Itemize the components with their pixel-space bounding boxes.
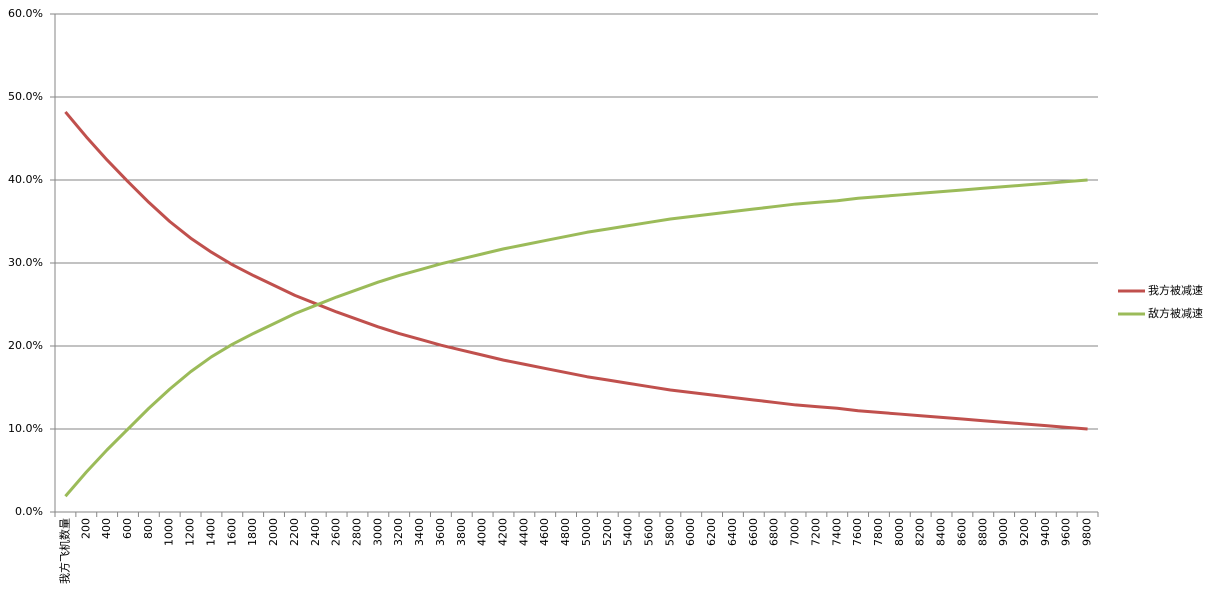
x-tick-label: 8800 [976, 518, 989, 546]
x-tick-label: 5800 [663, 518, 676, 546]
x-tick-label: 3200 [392, 518, 405, 546]
y-tick-label: 40.0% [8, 173, 43, 186]
x-tick-label: 5400 [622, 518, 635, 546]
x-tick-label: 9400 [1039, 518, 1052, 546]
x-tick-label: 3800 [455, 518, 468, 546]
x-tick-label: 600 [121, 518, 134, 539]
x-tick-label: 4200 [496, 518, 509, 546]
y-tick-label: 0.0% [15, 505, 43, 518]
x-tick-label: 3400 [413, 518, 426, 546]
x-tick-label: 2800 [350, 518, 363, 546]
x-tick-label: 2400 [309, 518, 322, 546]
x-tick-label: 8000 [893, 518, 906, 546]
x-tick-label: 400 [100, 518, 113, 539]
x-tick-label: 4400 [517, 518, 530, 546]
x-tick-label: 5000 [580, 518, 593, 546]
y-tick-label: 30.0% [8, 256, 43, 269]
x-tick-label: 1800 [246, 518, 259, 546]
x-tick-label: 9600 [1060, 518, 1073, 546]
x-tick-label: 4000 [476, 518, 489, 546]
x-tick-label: 9000 [997, 518, 1010, 546]
x-tick-label: 1200 [184, 518, 197, 546]
y-tick-label: 60.0% [8, 7, 43, 20]
x-tick-label: 2600 [330, 518, 343, 546]
x-tick-label: 800 [142, 518, 155, 539]
x-tick-label: 1600 [225, 518, 238, 546]
x-tick-label: 8200 [914, 518, 927, 546]
x-tick-label: 6200 [705, 518, 718, 546]
x-tick-label: 7200 [809, 518, 822, 546]
x-tick-label: 200 [79, 518, 92, 539]
x-tick-label: 3600 [434, 518, 447, 546]
x-tick-label: 2000 [267, 518, 280, 546]
x-tick-label: 8600 [955, 518, 968, 546]
x-tick-label: 5600 [643, 518, 656, 546]
x-tick-label: 8400 [935, 518, 948, 546]
series-line [64, 178, 1088, 498]
y-tick-label: 50.0% [8, 90, 43, 103]
x-tick-label: 我方飞机数量 [57, 518, 71, 584]
x-tick-label: 7000 [789, 518, 802, 546]
series-line [64, 110, 1088, 431]
x-tick-label: 6800 [768, 518, 781, 546]
legend-label: 我方被减速 [1148, 283, 1203, 297]
x-tick-label: 5200 [601, 518, 614, 546]
x-tick-label: 6400 [726, 518, 739, 546]
x-tick-label: 7600 [851, 518, 864, 546]
x-tick-label: 6000 [684, 518, 697, 546]
x-tick-label: 6600 [747, 518, 760, 546]
x-tick-label: 1400 [204, 518, 217, 546]
y-tick-label: 20.0% [8, 339, 43, 352]
x-tick-label: 1000 [163, 518, 176, 546]
x-tick-label: 4600 [538, 518, 551, 546]
x-tick-label: 9200 [1018, 518, 1031, 546]
x-tick-label: 3000 [371, 518, 384, 546]
x-tick-label: 7800 [872, 518, 885, 546]
legend-label: 敌方被减速 [1148, 306, 1203, 320]
y-tick-label: 10.0% [8, 422, 43, 435]
x-tick-label: 4800 [559, 518, 572, 546]
x-tick-label: 2200 [288, 518, 301, 546]
x-tick-label: 9800 [1081, 518, 1094, 546]
x-tick-label: 7400 [830, 518, 843, 546]
